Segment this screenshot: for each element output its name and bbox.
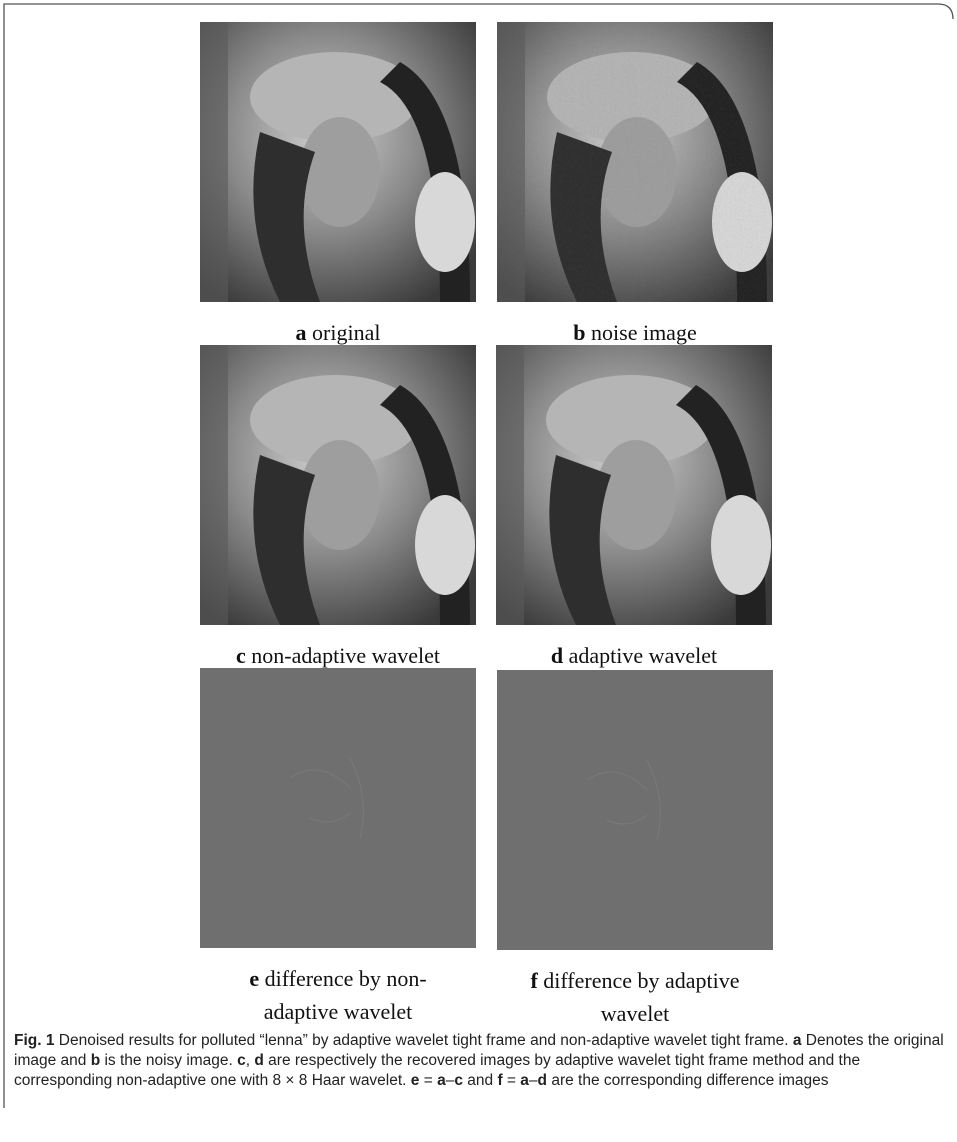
caption-run: a [793, 1032, 802, 1049]
panel-text: original [312, 320, 380, 345]
panel-label: f difference by adaptive wavelet [504, 964, 766, 1030]
panel-text: noise image [591, 320, 697, 345]
panel-image [496, 345, 772, 625]
figure-frame [0, 0, 957, 1142]
caption-run: and [463, 1072, 497, 1089]
caption-run: d [538, 1072, 547, 1089]
panel-text: difference by adaptive wavelet [543, 968, 739, 1026]
panel-letter: c [236, 643, 246, 668]
figure-panel: d adaptive wavelet [496, 345, 772, 672]
caption-run: = [503, 1072, 521, 1089]
panel-label: d adaptive wavelet [496, 639, 772, 672]
caption-run: is the noisy image. [100, 1052, 237, 1069]
panel-image [200, 345, 476, 625]
caption-run: d [254, 1052, 263, 1069]
caption-run: Fig. 1 [14, 1032, 54, 1049]
figure-panel: e difference by non-adaptive wavelet [200, 668, 476, 1028]
caption-run: are the corresponding difference images [547, 1072, 828, 1089]
panel-text: non-adaptive wavelet [251, 643, 440, 668]
figure-panel: c non-adaptive wavelet [200, 345, 476, 672]
caption-run: = [419, 1072, 437, 1089]
panel-letter: a [296, 320, 307, 345]
panel-letter: f [530, 968, 537, 993]
panel-label: e difference by non-adaptive wavelet [218, 962, 458, 1028]
caption-run: b [91, 1052, 100, 1069]
panel-text: difference by non-adaptive wavelet [264, 966, 427, 1024]
panel-letter: d [551, 643, 563, 668]
caption-run: Denoised results for polluted “lenna” by… [54, 1032, 792, 1049]
caption-run: a [520, 1072, 529, 1089]
panel-letter: e [249, 966, 259, 991]
figure-panel: a original [200, 22, 476, 349]
figure-panel: f difference by adaptive wavelet [497, 670, 773, 1030]
panel-image [497, 670, 773, 950]
panel-image [200, 22, 476, 302]
figure-caption: Fig. 1 Denoised results for polluted “le… [14, 1031, 944, 1091]
panel-text: adaptive wavelet [569, 643, 717, 668]
caption-run: c [237, 1052, 246, 1069]
figure-panel: b noise image [497, 22, 773, 349]
panel-letter: b [573, 320, 585, 345]
caption-run: – [529, 1072, 538, 1089]
caption-run: c [454, 1072, 463, 1089]
panel-image [200, 668, 476, 948]
panel-image [497, 22, 773, 302]
page: Fig. 1 Denoised results for polluted “le… [0, 0, 957, 1142]
caption-run: a [437, 1072, 446, 1089]
